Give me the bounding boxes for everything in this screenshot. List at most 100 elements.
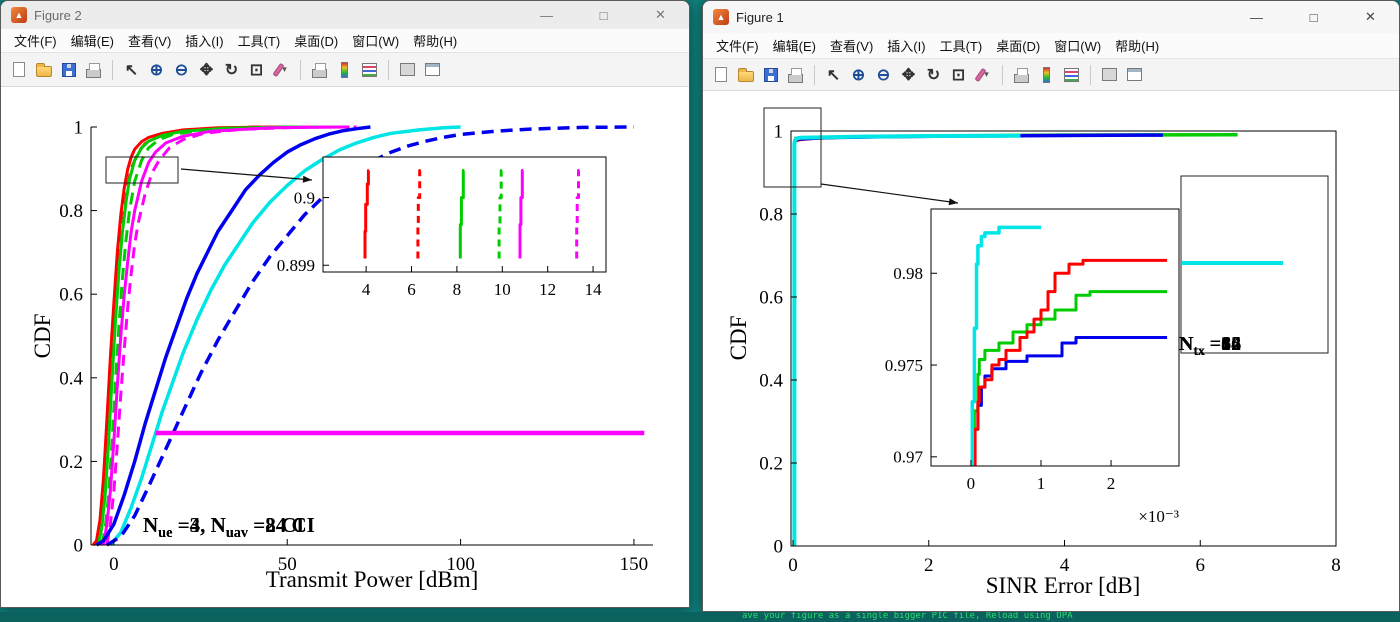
menu-item-2[interactable]: 查看(V) (829, 39, 874, 54)
cdf-annotation-layer-0: Ntx =8 (1179, 334, 1231, 357)
x-tick-label: 0 (967, 474, 976, 493)
series-inset-green (972, 290, 1168, 466)
series-inset-red-solid (363, 169, 370, 259)
pointer-icon[interactable]: ↖ (124, 61, 139, 79)
menu-item-4[interactable]: 工具(T) (237, 34, 281, 49)
menu-item-7[interactable]: 帮助(H) (413, 34, 458, 49)
titlebar-figure2[interactable]: ▲ Figure 2 — □ ✕ (1, 1, 689, 29)
menu-item-0[interactable]: 文件(F) (716, 39, 759, 54)
show-plot-tools-icon[interactable] (1123, 63, 1146, 87)
figure1-plot-canvas[interactable]: 0 2 4 6 8 0 0.2 0.4 0.6 0.8 1 0 1 2 0.97 0.975 0.98 ×10⁻³ (703, 91, 1399, 611)
matlab-icon: ▲ (713, 9, 729, 25)
data-cursor-icon[interactable]: ⊡ (951, 66, 966, 84)
brush-icon[interactable]: ▾ (972, 63, 995, 87)
open-file-icon[interactable] (734, 63, 757, 87)
insert-colorbar-icon[interactable] (1035, 63, 1058, 87)
annotation-text: N (1179, 333, 1194, 355)
save-figure-icon[interactable] (759, 63, 782, 87)
y-tick-label: 0.2 (759, 453, 783, 474)
open-file-icon[interactable] (32, 58, 55, 82)
x-tick-label: 8 (453, 280, 462, 299)
matlab-icon: ▲ (11, 7, 27, 23)
insert-legend-icon[interactable] (1060, 63, 1083, 87)
menu-item-5[interactable]: 桌面(D) (996, 39, 1041, 54)
annotation-text: N (1179, 333, 1194, 355)
x-axis-exponent: ×10⁻³ (1138, 507, 1179, 526)
close-button[interactable]: ✕ (1342, 1, 1399, 33)
y-tick-label: 0.4 (59, 368, 83, 389)
x-tick-label: 150 (620, 554, 649, 575)
menu-item-6[interactable]: 窗口(W) (352, 34, 400, 49)
menu-item-4[interactable]: 工具(T) (939, 39, 983, 54)
menu-item-1[interactable]: 编辑(E) (70, 34, 114, 49)
series-inset-red-dashed (416, 169, 422, 259)
rotate-3d-icon[interactable]: ↻ (926, 66, 941, 84)
new-figure-icon[interactable] (7, 58, 30, 82)
close-button[interactable]: ✕ (632, 1, 689, 29)
y-tick-label: 0 (74, 535, 84, 556)
x-tick-label: 8 (1331, 555, 1341, 576)
menu-item-3[interactable]: 插入(I) (185, 34, 224, 49)
toolbar-separator (300, 59, 301, 80)
minimize-button[interactable]: — (518, 1, 575, 29)
x-axis-label: Transmit Power [dBm] (265, 567, 479, 592)
menu-item-5[interactable]: 桌面(D) (294, 34, 339, 49)
toolbar-separator (1002, 64, 1003, 85)
y-tick-label: 0.8 (59, 201, 83, 222)
brush-icon[interactable]: ▾ (270, 58, 293, 82)
window-title: Figure 1 (736, 9, 784, 25)
annotation-subscript: tx (1193, 343, 1205, 359)
zoom-in-icon[interactable]: ⊕ (149, 61, 164, 79)
maximize-button[interactable]: □ (1285, 1, 1342, 33)
x-tick-label: 0 (788, 555, 798, 576)
annotation-text: =32 (1204, 333, 1242, 355)
y-tick-label: 0.98 (893, 264, 923, 283)
save-figure-icon[interactable] (57, 58, 80, 82)
series-blue-solid (95, 125, 371, 547)
print-figure-icon[interactable] (784, 63, 807, 87)
toolbar-figure1: ↖ ⊕ ⊖ ✥ ↻ ⊡ ▾ (703, 59, 1399, 91)
x-tick-label: 0 (109, 554, 119, 575)
hide-plot-tools-icon[interactable] (1098, 63, 1121, 87)
insert-legend-icon[interactable] (358, 58, 381, 82)
pointer-icon[interactable]: ↖ (826, 66, 841, 84)
menu-item-1[interactable]: 编辑(E) (772, 39, 816, 54)
x-tick-label: 4 (362, 280, 371, 299)
titlebar-figure1[interactable]: ▲ Figure 1 — □ ✕ (703, 1, 1399, 33)
series-green-dashed (100, 125, 322, 546)
annotation-arrowhead (302, 175, 312, 183)
insert-colorbar-icon[interactable] (333, 58, 356, 82)
new-figure-icon[interactable] (709, 63, 732, 87)
menubar-figure1: 文件(F) 编辑(E) 查看(V) 插入(I) 工具(T) 桌面(D) 窗口(W) 帮助(H) (703, 33, 1399, 59)
print-preview-icon[interactable] (1010, 63, 1033, 87)
rotate-3d-icon[interactable]: ↻ (224, 61, 239, 79)
zoom-out-icon[interactable]: ⊖ (174, 61, 189, 79)
menu-item-7[interactable]: 帮助(H) (1115, 39, 1160, 54)
annotation-subscript: tx (1193, 343, 1205, 359)
zoom-out-icon[interactable]: ⊖ (876, 66, 891, 84)
show-plot-tools-icon[interactable] (421, 58, 444, 82)
toolbar-separator (1090, 64, 1091, 85)
menu-item-0[interactable]: 文件(F) (14, 34, 57, 49)
x-tick-label: 50 (278, 554, 297, 575)
hide-plot-tools-icon[interactable] (396, 58, 419, 82)
zoom-in-icon[interactable]: ⊕ (851, 66, 866, 84)
series-inset-magenta-solid (518, 169, 524, 259)
menu-item-3[interactable]: 插入(I) (887, 39, 926, 54)
maximize-button[interactable]: □ (575, 1, 632, 29)
data-cursor-icon[interactable]: ⊡ (249, 61, 264, 79)
y-tick-label: 1 (74, 117, 84, 138)
menu-item-6[interactable]: 窗口(W) (1054, 39, 1102, 54)
x-tick-label: 6 (1196, 555, 1206, 576)
minimize-button[interactable]: — (1228, 1, 1285, 33)
y-tick-label: 1 (774, 121, 784, 142)
menu-item-2[interactable]: 查看(V) (127, 34, 172, 49)
pan-icon[interactable]: ✥ (199, 61, 214, 79)
print-preview-icon[interactable] (308, 58, 331, 82)
y-tick-label: 0.97 (893, 448, 923, 467)
pan-icon[interactable]: ✥ (901, 66, 916, 84)
print-figure-icon[interactable] (82, 58, 105, 82)
series-inset-green-dashed (497, 169, 503, 259)
y-tick-label: 0.899 (277, 256, 315, 275)
